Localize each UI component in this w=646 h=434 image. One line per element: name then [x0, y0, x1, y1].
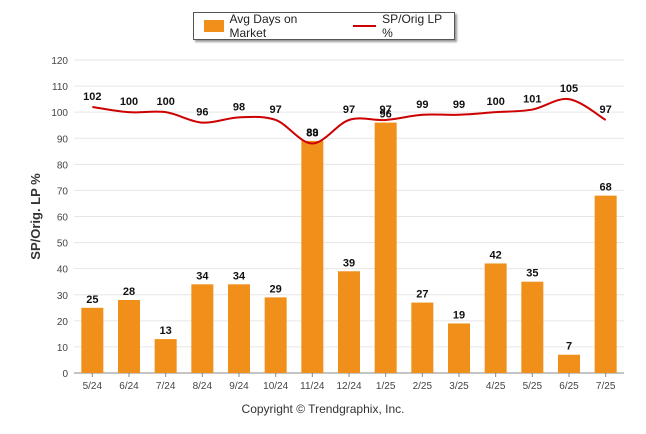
x-tick-label: 11/24	[300, 381, 325, 392]
x-tick-label: 8/24	[193, 381, 213, 392]
bar	[484, 263, 507, 373]
line-data-label: 100	[486, 96, 504, 108]
bar-data-label: 68	[600, 182, 612, 194]
y-tick-label: 60	[57, 213, 69, 224]
bar	[118, 299, 140, 373]
y-tick-label: 40	[57, 265, 69, 276]
line-series-sp-orig	[92, 97, 607, 145]
line-data-label: 99	[453, 99, 465, 111]
x-tick-label: 1/25	[376, 381, 396, 392]
x-tick-label: 7/25	[596, 381, 616, 392]
bar	[191, 284, 214, 373]
bar-data-label: 96	[380, 109, 392, 121]
line-data-label: 97	[380, 104, 392, 116]
x-tick-label: 2/25	[413, 381, 433, 392]
bar-data-label: 25	[86, 294, 98, 306]
line-data-label: 97	[343, 104, 355, 116]
bar-data-label: 34	[196, 270, 209, 282]
legend-item-line[interactable]: SP/Orig LP %	[345, 12, 454, 40]
line-data-label: 96	[196, 107, 208, 119]
y-tick-label: 70	[57, 186, 69, 197]
x-tick-label: 6/25	[559, 381, 579, 392]
bar	[228, 284, 250, 373]
y-tick-label: 10	[57, 343, 69, 354]
line-data-label: 88	[306, 127, 318, 139]
x-tick-label: 7/24	[156, 381, 176, 392]
bar	[521, 281, 544, 373]
bar-data-label: 27	[416, 289, 428, 301]
y-tick-label: 30	[57, 291, 69, 302]
bar	[558, 354, 580, 373]
bar-data-label: 39	[343, 257, 355, 269]
legend: Avg Days on Market SP/Orig LP %	[193, 12, 455, 40]
line-data-label: 97	[270, 104, 282, 116]
line-data-label: 100	[156, 96, 174, 108]
x-tick-label: 12/24	[336, 381, 361, 392]
line-data-label: 100	[120, 96, 138, 108]
bar	[411, 302, 434, 373]
bar-data-label: 19	[453, 309, 465, 321]
y-tick-label: 120	[51, 56, 68, 67]
bar-data-label: 28	[123, 286, 135, 298]
y-tick-label: 100	[51, 108, 68, 119]
y-axis-title: SP/Orig. LP %	[28, 173, 43, 260]
bar-data-label: 35	[526, 268, 538, 280]
line-data-label: 105	[560, 83, 578, 95]
bar	[264, 297, 287, 373]
bar	[594, 195, 617, 373]
legend-bar-swatch	[204, 20, 224, 32]
bar	[374, 122, 397, 373]
bar	[338, 271, 360, 373]
bar-data-label: 7	[566, 341, 572, 353]
bar	[301, 140, 324, 373]
y-tick-label: 0	[62, 369, 68, 380]
x-tick-label: 9/24	[229, 381, 249, 392]
legend-line-label: SP/Orig LP %	[382, 12, 442, 40]
line-data-label: 102	[83, 91, 101, 103]
y-tick-label: 50	[57, 239, 69, 250]
y-tick-label: 90	[57, 134, 69, 145]
x-tick-label: 3/25	[449, 381, 469, 392]
bar	[448, 323, 470, 373]
x-tick-label: 5/25	[523, 381, 543, 392]
x-tick-label: 6/24	[119, 381, 139, 392]
legend-bar-label: Avg Days on Market	[229, 12, 298, 40]
x-tick-label: 10/24	[263, 381, 288, 392]
bar-data-label: 29	[270, 283, 282, 295]
line-data-label: 97	[600, 104, 612, 116]
x-tick-label: 4/25	[486, 381, 506, 392]
legend-item-bar[interactable]: Avg Days on Market	[204, 12, 335, 40]
copyright-text: Copyright © Trendgraphix, Inc.	[241, 402, 405, 416]
line-data-label: 99	[416, 99, 428, 111]
y-tick-label: 20	[57, 317, 69, 328]
legend-line-swatch	[352, 25, 377, 27]
bar-data-label: 13	[160, 325, 172, 337]
bar-data-label: 34	[233, 270, 246, 282]
x-tick-label: 5/24	[83, 381, 103, 392]
bar-data-label: 89	[306, 127, 318, 139]
line-data-label: 98	[233, 101, 245, 113]
bar	[154, 339, 177, 373]
line-data-label: 101	[523, 94, 541, 106]
bar-data-label: 42	[490, 249, 502, 261]
bar	[81, 307, 104, 373]
y-tick-label: 80	[57, 160, 69, 171]
y-tick-label: 110	[52, 82, 68, 93]
